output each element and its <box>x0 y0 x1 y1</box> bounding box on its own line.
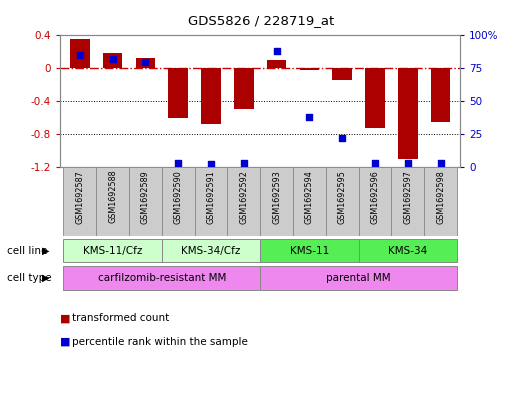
Text: GSM1692593: GSM1692593 <box>272 170 281 224</box>
Point <box>240 160 248 166</box>
FancyBboxPatch shape <box>63 239 162 262</box>
Text: ▶: ▶ <box>42 273 50 283</box>
Text: GDS5826 / 228719_at: GDS5826 / 228719_at <box>188 14 335 27</box>
FancyBboxPatch shape <box>63 266 260 290</box>
Point <box>207 161 215 167</box>
Point <box>108 56 117 62</box>
Text: KMS-11/Cfz: KMS-11/Cfz <box>83 246 142 255</box>
Text: GSM1692590: GSM1692590 <box>174 170 183 224</box>
Bar <box>332 68 352 80</box>
FancyBboxPatch shape <box>162 167 195 236</box>
Text: GSM1692598: GSM1692598 <box>436 170 445 224</box>
FancyBboxPatch shape <box>260 266 457 290</box>
Point <box>272 48 281 54</box>
Text: GSM1692591: GSM1692591 <box>207 170 215 224</box>
Point <box>338 135 346 141</box>
Point <box>76 52 84 58</box>
FancyBboxPatch shape <box>195 167 228 236</box>
Text: ■: ■ <box>60 337 71 347</box>
Bar <box>431 68 450 122</box>
Text: KMS-34: KMS-34 <box>388 246 427 255</box>
FancyBboxPatch shape <box>359 239 457 262</box>
Point <box>436 160 445 166</box>
Bar <box>135 59 155 68</box>
Bar <box>168 68 188 118</box>
FancyBboxPatch shape <box>424 167 457 236</box>
FancyBboxPatch shape <box>260 239 359 262</box>
Bar <box>267 60 287 68</box>
Bar <box>365 68 385 127</box>
Bar <box>201 68 221 124</box>
Bar <box>103 53 122 68</box>
Text: KMS-34/Cfz: KMS-34/Cfz <box>181 246 241 255</box>
Text: KMS-11: KMS-11 <box>290 246 329 255</box>
FancyBboxPatch shape <box>162 239 260 262</box>
Text: GSM1692596: GSM1692596 <box>370 170 380 224</box>
Text: GSM1692594: GSM1692594 <box>305 170 314 224</box>
FancyBboxPatch shape <box>359 167 391 236</box>
Bar <box>234 68 254 109</box>
Point <box>371 160 379 166</box>
FancyBboxPatch shape <box>260 167 293 236</box>
Text: parental MM: parental MM <box>326 273 391 283</box>
Text: ■: ■ <box>60 313 71 323</box>
Text: GSM1692589: GSM1692589 <box>141 170 150 224</box>
Point <box>141 59 150 65</box>
Text: cell line: cell line <box>7 246 48 255</box>
FancyBboxPatch shape <box>228 167 260 236</box>
Text: transformed count: transformed count <box>72 313 169 323</box>
Bar <box>300 68 319 70</box>
Text: GSM1692587: GSM1692587 <box>75 170 84 224</box>
FancyBboxPatch shape <box>96 167 129 236</box>
FancyBboxPatch shape <box>129 167 162 236</box>
Bar <box>398 68 417 159</box>
Bar <box>70 39 89 68</box>
Text: GSM1692595: GSM1692595 <box>338 170 347 224</box>
Text: percentile rank within the sample: percentile rank within the sample <box>72 337 248 347</box>
FancyBboxPatch shape <box>293 167 326 236</box>
Text: carfilzomib-resistant MM: carfilzomib-resistant MM <box>98 273 226 283</box>
FancyBboxPatch shape <box>326 167 359 236</box>
Text: ▶: ▶ <box>42 246 50 255</box>
Text: GSM1692597: GSM1692597 <box>403 170 412 224</box>
Text: GSM1692592: GSM1692592 <box>240 170 248 224</box>
FancyBboxPatch shape <box>63 167 96 236</box>
FancyBboxPatch shape <box>391 167 424 236</box>
Point <box>305 114 314 120</box>
Text: GSM1692588: GSM1692588 <box>108 170 117 223</box>
Point <box>174 160 183 166</box>
Text: cell type: cell type <box>7 273 52 283</box>
Point <box>404 160 412 166</box>
